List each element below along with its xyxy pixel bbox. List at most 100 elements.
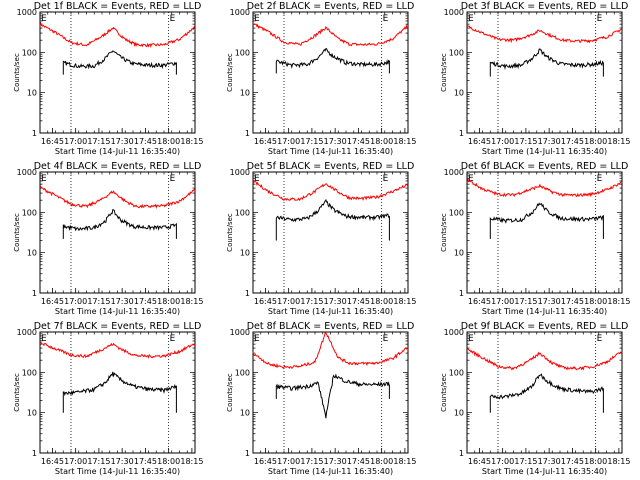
lld-series-line <box>39 341 196 359</box>
corner-mark-left: E <box>41 174 47 184</box>
y-tick-label: 100 <box>449 48 464 57</box>
y-tick-label: 10 <box>27 89 37 98</box>
x-tick-label: 17:00 <box>64 457 87 466</box>
x-tick-label: 17:30 <box>538 457 561 466</box>
x-axis-label: Start Time (14-Jul-11 16:35:40) <box>55 307 180 316</box>
panel-title: Det 3f BLACK = Events, RED = LLD <box>461 1 629 12</box>
x-axis-label: Start Time (14-Jul-11 16:35:40) <box>482 147 607 156</box>
y-tick-label: 1 <box>245 289 250 298</box>
x-tick-label: 18:15 <box>607 137 630 146</box>
x-tick-label: 17:00 <box>491 137 514 146</box>
x-tick-label: 16:45 <box>468 137 491 146</box>
x-tick-label: 17:15 <box>514 297 537 306</box>
x-tick-label: 17:30 <box>538 137 561 146</box>
y-axis-label: Counts/sec <box>226 373 234 412</box>
panel-title: Det 4f BLACK = Events, RED = LLD <box>34 161 202 172</box>
panel-det-1f: Det 1f BLACK = Events, RED = LLD 1 10 100 10… <box>13 1 203 156</box>
y-tick-label: 1000 <box>230 8 250 17</box>
corner-mark-left: E <box>468 174 474 184</box>
x-tick-label: 16:45 <box>254 137 277 146</box>
events-series-line <box>275 373 390 419</box>
panel-det-3f: Det 3f BLACK = Events, RED = LLD 1 10 100 10… <box>440 1 630 156</box>
corner-mark-left: E <box>468 14 474 24</box>
lld-series-line <box>466 178 623 198</box>
events-series-line <box>489 373 604 413</box>
x-tick-label: 17:30 <box>111 137 134 146</box>
y-axis-label: Counts/sec <box>440 53 448 92</box>
y-tick-label: 1000 <box>17 8 37 17</box>
panel-det-5f: Det 5f BLACK = Events, RED = LLD 1 10 100 10… <box>226 161 416 316</box>
panel-det-8f: Det 8f BLACK = Events, RED = LLD 1 10 100 10… <box>226 321 416 476</box>
y-axis-label: Counts/sec <box>13 53 21 92</box>
corner-mark-right: E <box>383 334 389 344</box>
lld-series-line <box>252 332 409 369</box>
y-axis-label: Counts/sec <box>226 53 234 92</box>
corner-mark-right: E <box>597 174 603 184</box>
y-tick-label: 100 <box>22 368 37 377</box>
x-axis-label: Start Time (14-Jul-11 16:35:40) <box>268 147 393 156</box>
panel-title: Det 9f BLACK = Events, RED = LLD <box>461 321 629 332</box>
x-axis-label: Start Time (14-Jul-11 16:35:40) <box>268 467 393 476</box>
x-tick-label: 17:45 <box>561 297 584 306</box>
y-tick-label: 1000 <box>230 328 250 337</box>
y-tick-label: 1 <box>32 289 37 298</box>
x-tick-label: 16:45 <box>41 457 64 466</box>
x-tick-label: 17:30 <box>324 137 347 146</box>
events-series-line <box>62 209 177 239</box>
x-tick-label: 17:15 <box>300 297 323 306</box>
corner-mark-left: E <box>468 334 474 344</box>
events-series-line <box>489 48 604 77</box>
y-tick-label: 100 <box>449 368 464 377</box>
y-tick-label: 10 <box>27 409 37 418</box>
y-tick-label: 100 <box>235 208 250 217</box>
x-tick-label: 18:00 <box>370 457 393 466</box>
x-tick-label: 17:00 <box>491 297 514 306</box>
x-tick-label: 18:15 <box>393 457 416 466</box>
y-axis-label: Counts/sec <box>13 213 21 252</box>
y-tick-label: 10 <box>454 249 464 258</box>
x-tick-label: 17:30 <box>538 297 561 306</box>
y-tick-label: 1000 <box>17 168 37 177</box>
panel-title: Det 2f BLACK = Events, RED = LLD <box>247 1 415 12</box>
x-tick-label: 16:45 <box>41 137 64 146</box>
x-tick-label: 17:15 <box>300 457 323 466</box>
x-tick-label: 17:30 <box>324 457 347 466</box>
x-tick-label: 17:45 <box>134 297 157 306</box>
y-tick-label: 1000 <box>17 328 37 337</box>
y-tick-label: 10 <box>454 409 464 418</box>
y-tick-label: 10 <box>27 249 37 258</box>
x-tick-label: 16:45 <box>254 457 277 466</box>
x-tick-label: 17:15 <box>514 137 537 146</box>
x-tick-label: 18:00 <box>370 137 393 146</box>
x-tick-label: 17:45 <box>347 137 370 146</box>
x-tick-label: 17:00 <box>277 137 300 146</box>
events-series-line <box>62 50 177 75</box>
x-axis-label: Start Time (14-Jul-11 16:35:40) <box>55 147 180 156</box>
x-tick-label: 18:15 <box>180 297 203 306</box>
corner-mark-right: E <box>597 334 603 344</box>
x-tick-label: 17:15 <box>87 137 110 146</box>
y-tick-label: 10 <box>240 409 250 418</box>
x-tick-label: 17:30 <box>111 297 134 306</box>
y-tick-label: 100 <box>449 208 464 217</box>
x-tick-label: 17:30 <box>111 457 134 466</box>
lld-series-line <box>252 23 409 47</box>
y-tick-label: 1 <box>459 129 464 138</box>
corner-mark-right: E <box>597 14 603 24</box>
y-tick-label: 10 <box>240 89 250 98</box>
x-axis-label: Start Time (14-Jul-11 16:35:40) <box>268 307 393 316</box>
x-tick-label: 17:00 <box>277 457 300 466</box>
lld-series-line <box>252 179 409 202</box>
corner-mark-left: E <box>254 14 260 24</box>
x-tick-label: 18:00 <box>584 137 607 146</box>
panel-title: Det 1f BLACK = Events, RED = LLD <box>34 1 202 12</box>
y-tick-label: 100 <box>235 368 250 377</box>
corner-mark-left: E <box>41 334 47 344</box>
events-series-line <box>62 371 177 413</box>
lld-series-line <box>466 348 623 371</box>
x-tick-label: 16:45 <box>254 297 277 306</box>
x-axis-label: Start Time (14-Jul-11 16:35:40) <box>482 307 607 316</box>
x-tick-label: 17:45 <box>561 137 584 146</box>
x-tick-label: 17:15 <box>87 297 110 306</box>
panel-title: Det 6f BLACK = Events, RED = LLD <box>461 161 629 172</box>
